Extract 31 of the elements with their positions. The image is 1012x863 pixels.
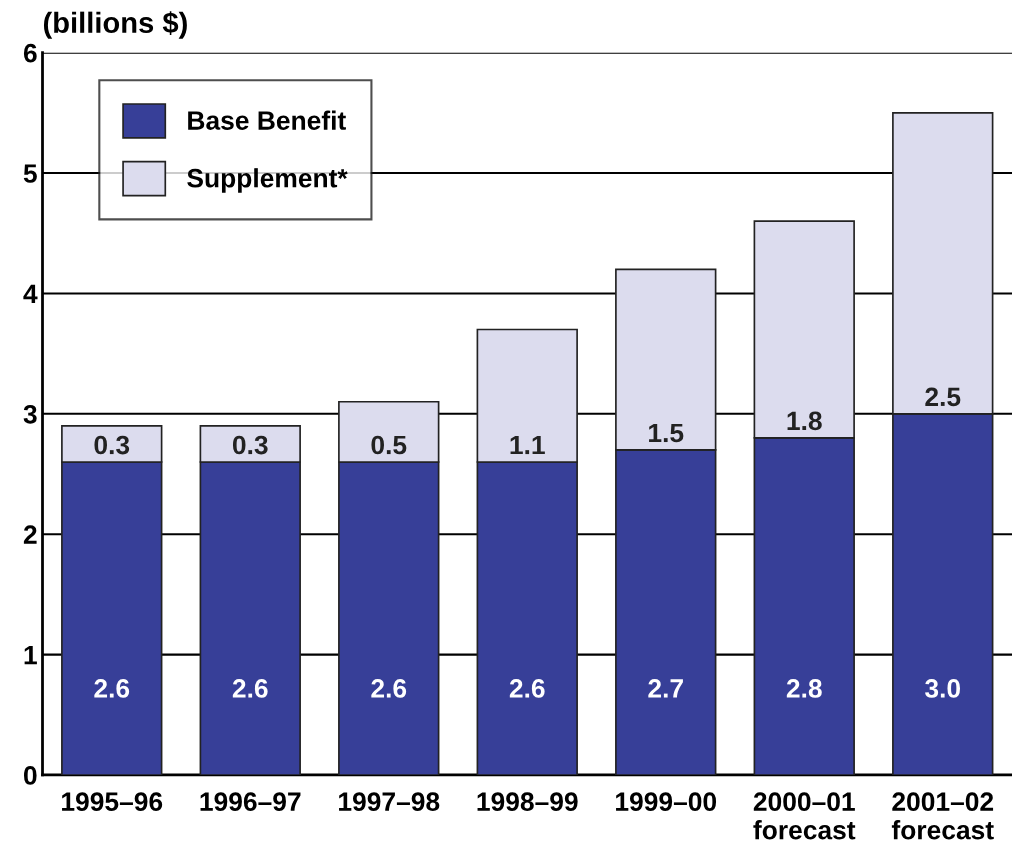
y-tick-label: 0 [24,766,37,785]
data-label: 1.8 [787,411,822,431]
data-label: 2.6 [94,679,130,698]
data-label: 0.3 [232,435,268,455]
data-label: 2.5 [925,387,961,407]
x-tick-label: 1995–96 [62,792,163,812]
x-tick-label: 1996–97 [200,792,301,812]
y-tick-label: 5 [23,164,37,183]
x-tick-label: 1999–00 [616,792,717,812]
x-tick-label: 1998–99 [477,792,578,812]
y-tick-label: 3 [23,404,37,424]
data-label: 2.6 [371,679,407,698]
data-label: 2.7 [648,679,683,698]
y-axis-title: (billions $) [43,11,187,39]
data-label: 2.6 [232,679,268,698]
data-label: 3.0 [925,679,961,698]
y-tick-label: 1 [24,645,37,665]
data-label: 0.3 [94,435,130,455]
data-label: 1.1 [510,435,545,455]
x-tick-label: 2001–02 forecast [891,792,994,840]
y-tick-label: 6 [23,43,37,63]
y-tick-label: 4 [23,284,38,303]
data-label: 1.5 [649,423,684,443]
data-label: 0.5 [371,435,407,455]
x-tick-label: 2000–01 forecast [753,792,856,840]
data-label: 2.8 [786,679,822,698]
legend-label: Base Benefit [188,110,346,130]
legend-label: Supplement* [187,168,348,193]
y-tick-label: 2 [23,525,37,544]
data-label: 2.6 [509,679,545,698]
x-tick-label: 1997–98 [339,792,440,812]
